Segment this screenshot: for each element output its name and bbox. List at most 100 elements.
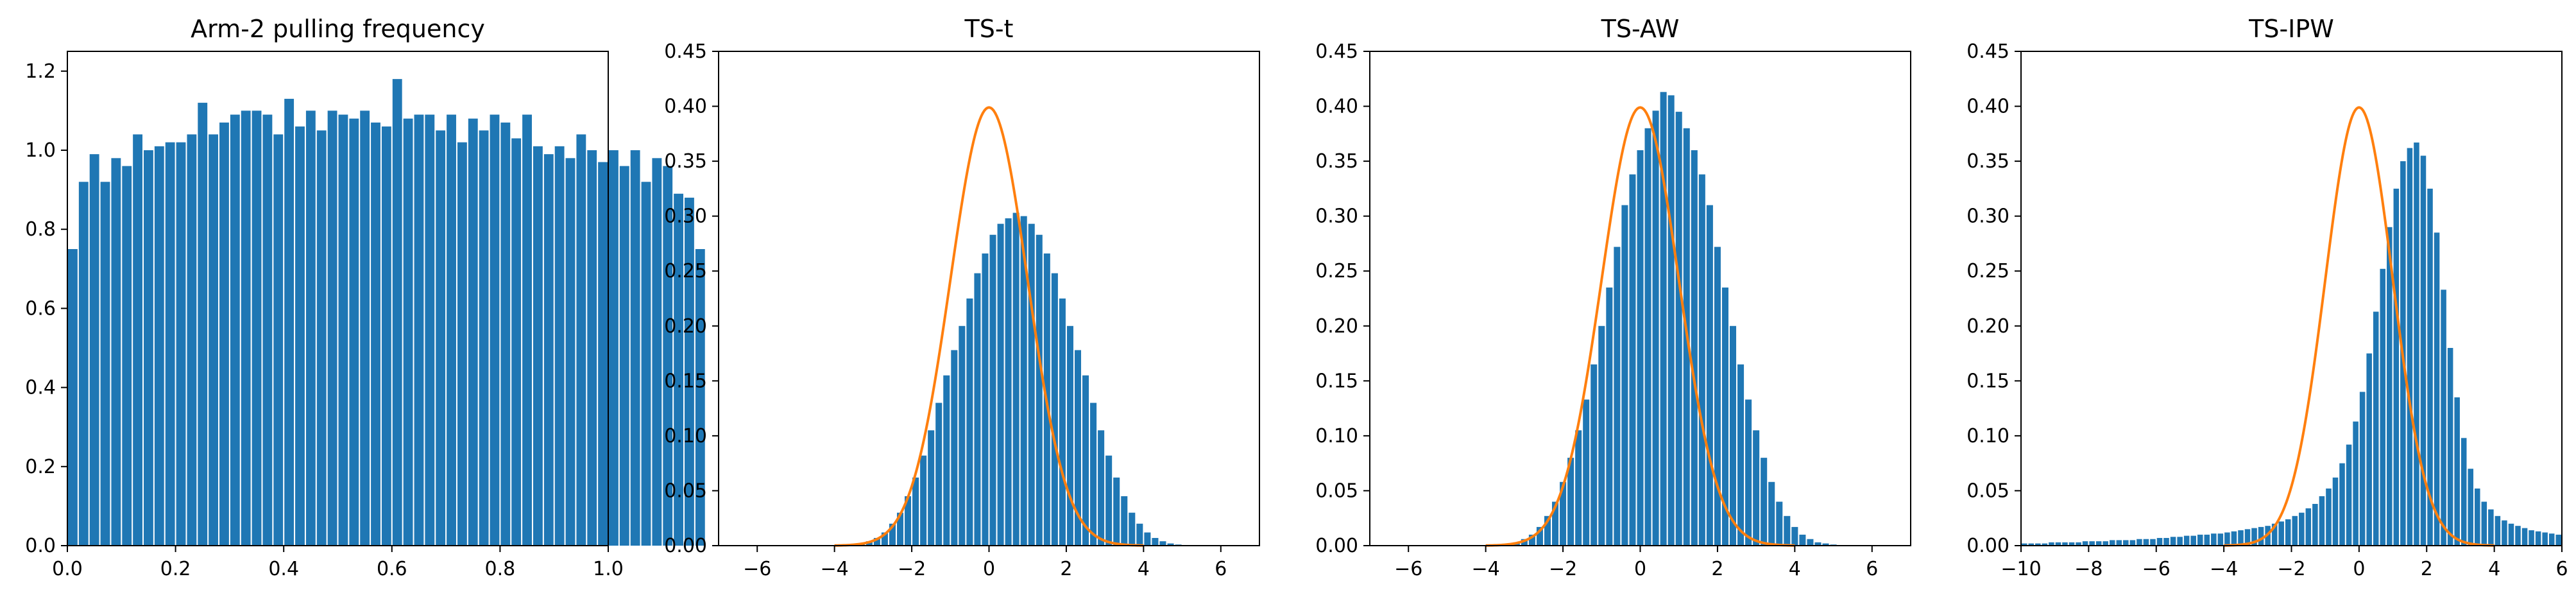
x-tick-label: 0.8 bbox=[485, 558, 516, 580]
histogram-bar bbox=[1583, 399, 1590, 546]
y-tick-label: 0.45 bbox=[1966, 40, 2009, 63]
chart-title: TS-t bbox=[964, 15, 1014, 43]
histogram-bar bbox=[68, 249, 78, 546]
histogram-bar bbox=[122, 166, 132, 546]
histogram-bar bbox=[2312, 503, 2318, 546]
y-tick-label: 1.0 bbox=[25, 139, 56, 162]
x-tick-label: 4 bbox=[1138, 558, 1150, 580]
histogram-bar bbox=[1129, 512, 1136, 546]
histogram-bar bbox=[959, 325, 966, 546]
histogram-bar bbox=[866, 541, 873, 546]
histogram-bar bbox=[1698, 174, 1705, 546]
histogram-bar bbox=[2461, 438, 2467, 546]
histogram-bar bbox=[2109, 540, 2115, 546]
histogram-bar bbox=[2055, 542, 2061, 546]
histogram-bar bbox=[522, 114, 532, 546]
histogram-bar bbox=[165, 142, 175, 546]
y-tick-label: 0.05 bbox=[664, 480, 707, 502]
histogram-bar bbox=[457, 142, 467, 546]
histogram-bar bbox=[2129, 540, 2136, 546]
chart-title: TS-AW bbox=[1601, 15, 1680, 43]
histogram-bar bbox=[1066, 325, 1073, 546]
histogram-bar bbox=[1552, 501, 1559, 546]
histogram-bar bbox=[511, 138, 522, 546]
histogram-bar bbox=[2555, 534, 2561, 546]
x-tick-label: 6 bbox=[2555, 558, 2568, 580]
histogram-bar bbox=[1059, 298, 1066, 546]
histogram-bar bbox=[2535, 531, 2541, 546]
histogram-bar bbox=[1560, 481, 1567, 546]
histogram-bar bbox=[252, 110, 262, 546]
histogram-bar bbox=[641, 182, 651, 546]
histogram-bar bbox=[2508, 523, 2514, 546]
histogram-bar bbox=[1614, 247, 1621, 546]
histogram-bar bbox=[2095, 541, 2102, 546]
histogram-bar bbox=[2150, 539, 2156, 546]
y-tick-label: 0.05 bbox=[1315, 480, 1358, 502]
histogram-bar bbox=[1784, 515, 1791, 546]
x-tick-label: −8 bbox=[2074, 558, 2103, 580]
histogram-bar bbox=[920, 455, 927, 546]
chart-panel-3: −6 −4 −2 0 2 4 6 0.00 0.05 0.10 0.15 0.20 0.25 0.30 0.… bbox=[1315, 15, 1911, 580]
histogram-bar bbox=[2143, 539, 2149, 546]
histogram-bar bbox=[1528, 534, 1535, 546]
histogram-bar bbox=[881, 532, 888, 546]
histogram-bars bbox=[1497, 92, 1837, 546]
histogram-bar bbox=[619, 166, 629, 546]
histogram-bar bbox=[1706, 205, 1713, 546]
histogram-bar bbox=[1167, 543, 1174, 546]
histogram-bar bbox=[674, 193, 684, 546]
histogram-bar bbox=[1521, 539, 1528, 546]
normal-density-curve bbox=[834, 106, 1144, 547]
y-tick-label: 0.15 bbox=[664, 370, 707, 392]
histogram-bar bbox=[2292, 515, 2298, 546]
histogram-bar bbox=[2332, 477, 2339, 546]
histogram-bar bbox=[2326, 489, 2332, 546]
histogram-bar bbox=[2414, 143, 2419, 546]
y-tick-label: 0.45 bbox=[664, 40, 707, 63]
histogram-bar bbox=[111, 158, 121, 546]
y-tick-label: 0.10 bbox=[664, 425, 707, 447]
histogram-bar bbox=[305, 110, 316, 546]
histogram-bar bbox=[1652, 110, 1659, 546]
histogram-bar bbox=[1629, 174, 1636, 546]
histogram-bar bbox=[905, 496, 912, 546]
histogram-bar bbox=[436, 130, 446, 546]
histogram-bar bbox=[1082, 375, 1089, 546]
y-tick-label: 0.10 bbox=[1315, 425, 1358, 447]
axes-frame bbox=[2020, 51, 2563, 546]
histogram-bar bbox=[2529, 530, 2534, 546]
histogram-bar bbox=[943, 375, 950, 546]
x-tick-label: −6 bbox=[2142, 558, 2171, 580]
histogram-bar bbox=[2521, 528, 2528, 546]
histogram-bar bbox=[2380, 268, 2386, 546]
histogram-bar bbox=[1768, 481, 1775, 546]
histogram-bar bbox=[2076, 542, 2081, 546]
histogram-bar bbox=[2454, 397, 2460, 546]
histogram-bar bbox=[2447, 348, 2453, 546]
y-tick-label: 0.40 bbox=[1315, 96, 1358, 118]
histogram-bars bbox=[2022, 143, 2561, 546]
histogram-bar bbox=[2217, 533, 2224, 546]
histogram-bar bbox=[1791, 526, 1798, 546]
x-tick-label: 6 bbox=[1215, 558, 1227, 580]
histogram-bar bbox=[2373, 311, 2379, 546]
histogram-bar bbox=[663, 166, 673, 546]
histogram-bar bbox=[1152, 538, 1159, 546]
histogram-bar bbox=[187, 134, 197, 546]
histogram-bar bbox=[1005, 218, 1012, 546]
histogram-bar bbox=[2089, 541, 2095, 546]
histogram-bar bbox=[1745, 399, 1752, 546]
histogram-bar bbox=[1575, 430, 1582, 546]
histogram-bar bbox=[230, 114, 240, 546]
x-tick-label: −4 bbox=[1472, 558, 1500, 580]
histogram-bar bbox=[997, 223, 1004, 546]
y-tick-label: 0.00 bbox=[1315, 535, 1358, 557]
histogram-bar bbox=[273, 134, 284, 546]
histogram-bar bbox=[1753, 430, 1760, 546]
histogram-bar bbox=[2427, 188, 2433, 546]
histogram-bar bbox=[2542, 532, 2548, 546]
y-tick-label: 0.8 bbox=[25, 218, 56, 241]
histogram-bar bbox=[2305, 508, 2312, 546]
